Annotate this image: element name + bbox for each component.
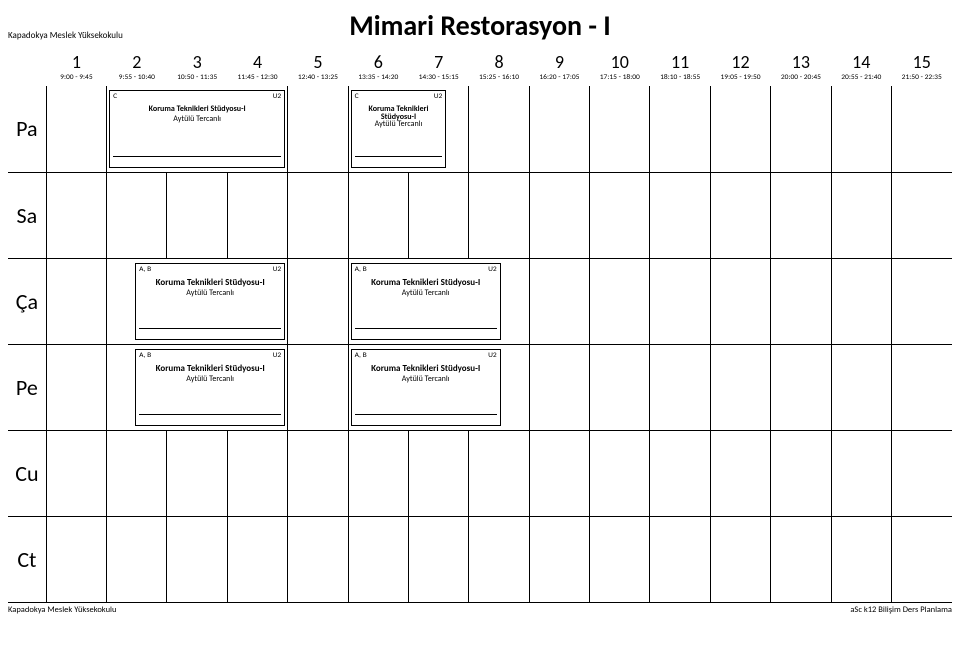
day-label: Cu <box>8 430 46 516</box>
period-time: 16:20 - 17:05 <box>529 73 589 86</box>
lesson-title: Koruma Teknikleri Stüdyosu-I <box>371 363 480 374</box>
period-time: 10:50 - 11:35 <box>167 73 227 86</box>
footer: Kapadokya Meslek Yüksekokulu aSc k12 Bil… <box>8 603 952 615</box>
lesson-teacher: Aytülü Tercanlı <box>352 118 446 129</box>
lesson-card: A, B U2 Koruma Teknikleri Stüdyosu-I Ayt… <box>351 349 501 426</box>
period-num: 8 <box>469 49 529 73</box>
lesson-teacher: Aytülü Tercanlı <box>352 373 500 384</box>
lesson-group: C <box>355 92 359 101</box>
period-num: 15 <box>891 49 952 73</box>
footer-left: Kapadokya Meslek Yüksekokulu <box>8 605 116 615</box>
lesson-teacher: Aytülü Tercanlı <box>110 113 284 124</box>
lesson-group: A, B <box>355 351 367 360</box>
period-num: 10 <box>590 49 650 73</box>
day-row-cu: Cu <box>8 430 952 516</box>
lesson-teacher: Aytülü Tercanlı <box>136 373 284 384</box>
period-num: 3 <box>167 49 227 73</box>
period-num: 13 <box>771 49 831 73</box>
lesson-room: U2 <box>273 351 282 360</box>
period-time: 20:55 - 21:40 <box>831 73 891 86</box>
period-num: 12 <box>710 49 770 73</box>
timetable: 1 2 3 4 5 6 7 8 9 10 11 12 13 14 15 9:00… <box>8 49 952 603</box>
page-title: Mimari Restorasyon - I <box>8 8 952 43</box>
period-num: 9 <box>529 49 589 73</box>
lesson-group: A, B <box>355 265 367 274</box>
day-label: Ça <box>8 258 46 344</box>
lesson-card: C U2 Koruma Teknikleri Stüdyosu-I Aytülü… <box>351 90 447 168</box>
school-name: Kapadokya Meslek Yüksekokulu <box>8 30 123 41</box>
lesson-room: U2 <box>273 265 282 274</box>
day-label: Sa <box>8 172 46 258</box>
lesson-title: Koruma Teknikleri Stüdyosu-I <box>149 104 246 114</box>
period-time: 21:50 - 22:35 <box>891 73 952 86</box>
lesson-card: C U2 Koruma Teknikleri Stüdyosu-I Aytülü… <box>109 90 285 168</box>
period-num: 4 <box>227 49 287 73</box>
period-time-row: 9:00 - 9:45 9:55 - 10:40 10:50 - 11:35 1… <box>8 73 952 86</box>
period-time: 19:05 - 19:50 <box>710 73 770 86</box>
lesson-group: A, B <box>139 351 151 360</box>
day-row-pa: Pa C U2 Koruma Teknikleri Stüdyosu-I Ayt… <box>8 86 952 172</box>
period-time: 15:25 - 16:10 <box>469 73 529 86</box>
lesson-room: U2 <box>434 92 443 101</box>
day-label: Pa <box>8 86 46 172</box>
period-time: 14:30 - 15:15 <box>408 73 468 86</box>
period-number-row: 1 2 3 4 5 6 7 8 9 10 11 12 13 14 15 <box>8 49 952 73</box>
day-label: Pe <box>8 344 46 430</box>
period-num: 2 <box>107 49 167 73</box>
period-time: 11:45 - 12:30 <box>227 73 287 86</box>
lesson-teacher: Aytülü Tercanlı <box>136 287 284 298</box>
period-num: 1 <box>46 49 106 73</box>
lesson-title: Koruma Teknikleri Stüdyosu-I <box>156 363 265 374</box>
period-time: 9:00 - 9:45 <box>46 73 106 86</box>
day-row-ct: Ct <box>8 516 952 602</box>
day-label: Ct <box>8 516 46 602</box>
lesson-card: A, B U2 Koruma Teknikleri Stüdyosu-I Ayt… <box>135 349 285 426</box>
lesson-group: A, B <box>139 265 151 274</box>
period-time: 17:15 - 18:00 <box>590 73 650 86</box>
period-num: 11 <box>650 49 710 73</box>
period-num: 14 <box>831 49 891 73</box>
lesson-room: U2 <box>488 265 497 274</box>
lesson-title: Koruma Teknikleri Stüdyosu-I <box>371 277 480 288</box>
day-row-sa: Sa <box>8 172 952 258</box>
period-time: 13:35 - 14:20 <box>348 73 408 86</box>
period-num: 6 <box>348 49 408 73</box>
period-time: 18:10 - 18:55 <box>650 73 710 86</box>
lesson-room: U2 <box>488 351 497 360</box>
day-row-ca: Ça A, B U2 Koruma Teknikleri Stüdyosu-I … <box>8 258 952 344</box>
period-time: 12:40 - 13:25 <box>288 73 348 86</box>
lesson-card: A, B U2 Koruma Teknikleri Stüdyosu-I Ayt… <box>351 263 501 340</box>
lesson-room: U2 <box>273 92 282 101</box>
lesson-group: C <box>113 92 117 101</box>
period-num: 7 <box>408 49 468 73</box>
lesson-teacher: Aytülü Tercanlı <box>352 287 500 298</box>
period-num: 5 <box>288 49 348 73</box>
period-time: 9:55 - 10:40 <box>107 73 167 86</box>
lesson-card: A, B U2 Koruma Teknikleri Stüdyosu-I Ayt… <box>135 263 285 340</box>
period-time: 20:00 - 20:45 <box>771 73 831 86</box>
footer-right: aSc k12 Bilişim Ders Planlama <box>850 605 952 615</box>
lesson-title: Koruma Teknikleri Stüdyosu-I <box>156 277 265 288</box>
day-row-pe: Pe A, B U2 Koruma Teknikleri Stüdyosu-I … <box>8 344 952 430</box>
